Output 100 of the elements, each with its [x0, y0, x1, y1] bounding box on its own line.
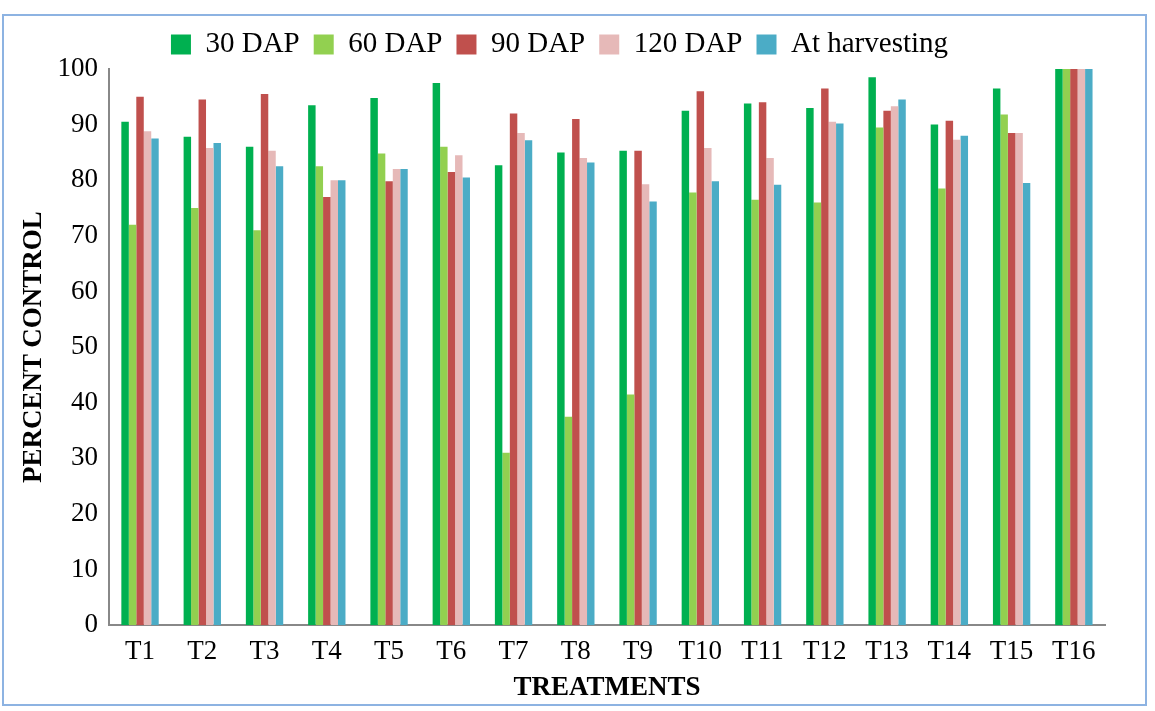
y-tick-label: 0 — [84, 608, 98, 639]
legend-label: 30 DAP — [205, 26, 300, 59]
x-tick-label: T2 — [187, 635, 218, 666]
bar — [883, 110, 891, 626]
y-tick-label: 100 — [57, 52, 98, 83]
bar — [502, 452, 510, 626]
y-tick-label: 30 — [70, 441, 98, 472]
bar — [681, 110, 690, 626]
x-tick-label: T3 — [249, 635, 280, 666]
bar — [128, 224, 137, 626]
legend-label: At harvesting — [791, 26, 949, 59]
x-tick-label: T13 — [865, 635, 909, 666]
bar — [198, 99, 207, 626]
bar — [751, 199, 759, 626]
y-tick-label: 90 — [70, 107, 98, 138]
bar — [455, 155, 463, 626]
y-axis-title: PERCENT CONTROL — [17, 211, 48, 483]
bar — [509, 113, 518, 626]
bar — [960, 135, 969, 626]
bar — [773, 184, 782, 626]
bar — [938, 188, 946, 626]
bar — [806, 107, 814, 626]
x-tick-label: T4 — [311, 635, 343, 666]
bar — [992, 88, 1001, 626]
bar — [260, 94, 269, 626]
bar — [813, 202, 822, 626]
bar — [1085, 69, 1093, 626]
bar — [743, 103, 752, 626]
bar — [400, 169, 408, 626]
x-tick-label: T11 — [741, 635, 784, 666]
bar — [524, 140, 533, 626]
bar — [930, 124, 939, 626]
bar — [898, 99, 906, 626]
bar — [392, 169, 401, 626]
bar — [370, 97, 378, 626]
bar — [1000, 114, 1008, 626]
bar — [183, 136, 192, 626]
y-tick-label: 40 — [70, 385, 98, 416]
x-tick-label: T16 — [1052, 635, 1096, 666]
x-tick-label: T5 — [374, 635, 405, 666]
bar — [758, 102, 767, 626]
bar — [875, 127, 884, 626]
bar — [579, 157, 588, 626]
bar — [253, 230, 261, 626]
bar — [619, 150, 627, 626]
bar — [587, 162, 595, 626]
bar — [1015, 132, 1023, 626]
bar — [1077, 69, 1086, 626]
bar — [338, 180, 346, 626]
bar — [440, 146, 448, 626]
x-tick-label: T14 — [927, 635, 972, 666]
y-tick-label: 20 — [70, 497, 98, 528]
bar — [704, 147, 712, 626]
bar — [868, 77, 876, 626]
bar — [649, 201, 657, 626]
bar — [572, 119, 580, 626]
x-tick-label: T7 — [498, 635, 529, 666]
bar — [330, 180, 338, 626]
bar — [696, 91, 705, 626]
y-tick-label: 70 — [70, 218, 98, 249]
bar — [377, 153, 386, 626]
bar — [945, 120, 954, 626]
bar — [626, 394, 635, 626]
bar — [323, 196, 331, 626]
bar — [641, 184, 650, 626]
bar — [432, 82, 441, 626]
bar — [121, 121, 129, 626]
x-tick-label: T8 — [560, 635, 591, 666]
bar — [634, 150, 642, 626]
y-tick-label: 50 — [70, 330, 98, 361]
bar — [494, 165, 503, 626]
bar — [275, 166, 284, 626]
bar — [821, 88, 829, 626]
bar — [1070, 69, 1078, 626]
x-tick-label: T12 — [803, 635, 847, 666]
x-axis-title: TREATMENTS — [513, 670, 701, 701]
x-tick-label: T15 — [989, 635, 1034, 666]
legend-label: 60 DAP — [348, 26, 443, 59]
bar — [689, 192, 697, 626]
bar — [143, 131, 152, 626]
bar — [268, 150, 276, 626]
bar — [315, 166, 324, 626]
legend-label: 120 DAP — [633, 26, 743, 59]
y-tick-label: 10 — [70, 552, 98, 583]
bar — [766, 157, 774, 626]
legend-label: 90 DAP — [490, 26, 586, 59]
bar — [308, 105, 316, 626]
bar — [564, 416, 573, 626]
bar — [191, 208, 199, 626]
x-tick-label: T1 — [125, 635, 156, 666]
bar — [213, 142, 221, 626]
bar — [1007, 132, 1016, 626]
bar — [1062, 69, 1071, 626]
x-tick-label: T6 — [436, 635, 467, 666]
bar — [1055, 69, 1063, 626]
bar — [557, 152, 565, 626]
y-tick-label: 80 — [70, 163, 98, 194]
bar — [953, 139, 961, 626]
bar — [711, 181, 720, 626]
bar — [1022, 183, 1031, 626]
